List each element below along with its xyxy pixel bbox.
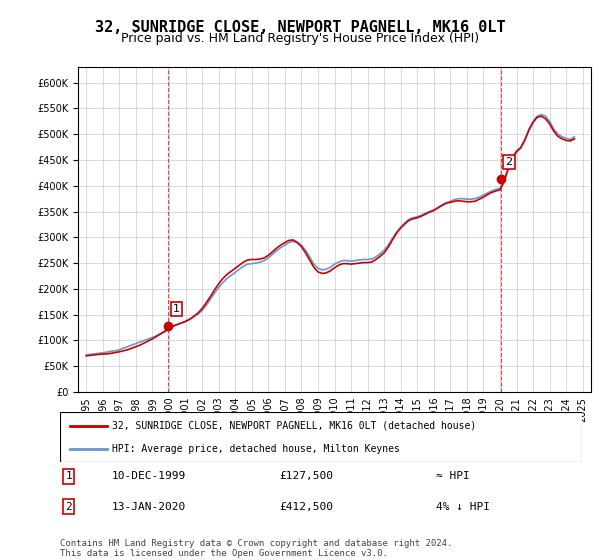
- Text: HPI: Average price, detached house, Milton Keynes: HPI: Average price, detached house, Milt…: [112, 445, 400, 454]
- Text: 2: 2: [506, 157, 513, 167]
- Text: 32, SUNRIDGE CLOSE, NEWPORT PAGNELL, MK16 0LT: 32, SUNRIDGE CLOSE, NEWPORT PAGNELL, MK1…: [95, 20, 505, 35]
- Text: Contains HM Land Registry data © Crown copyright and database right 2024.
This d: Contains HM Land Registry data © Crown c…: [60, 539, 452, 558]
- Text: 32, SUNRIDGE CLOSE, NEWPORT PAGNELL, MK16 0LT (detached house): 32, SUNRIDGE CLOSE, NEWPORT PAGNELL, MK1…: [112, 421, 476, 431]
- Text: 4% ↓ HPI: 4% ↓ HPI: [436, 502, 490, 512]
- Text: 2: 2: [65, 502, 72, 512]
- Text: ≈ HPI: ≈ HPI: [436, 472, 470, 482]
- Text: £127,500: £127,500: [279, 472, 333, 482]
- Text: 1: 1: [65, 472, 72, 482]
- Text: 1: 1: [173, 304, 180, 314]
- Text: Price paid vs. HM Land Registry's House Price Index (HPI): Price paid vs. HM Land Registry's House …: [121, 32, 479, 45]
- Text: 13-JAN-2020: 13-JAN-2020: [112, 502, 187, 512]
- FancyBboxPatch shape: [60, 412, 582, 462]
- Text: 10-DEC-1999: 10-DEC-1999: [112, 472, 187, 482]
- Text: £412,500: £412,500: [279, 502, 333, 512]
